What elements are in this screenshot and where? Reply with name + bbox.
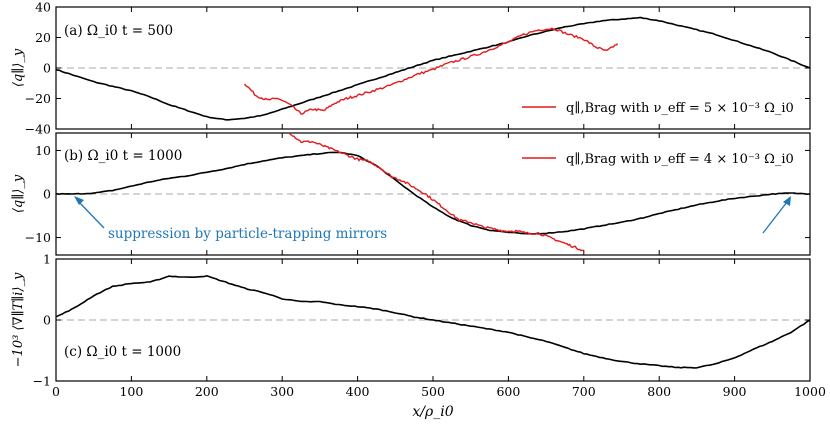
panel-a: −40 −20 0 20 40 [25, 0, 811, 137]
panel-a-legend: q∥,Brag with ν_eff = 5 × 10⁻³ Ω_i0 [522, 101, 794, 116]
y-tick-label: −1 [33, 374, 51, 389]
y-tick-label: 0 [43, 61, 51, 76]
panel-c-ylabel: −10³ ⟨∇∥T∥i⟩_y [11, 272, 26, 367]
series-measured-line [55, 16, 811, 121]
panel-b-annotation: (b) Ω_i0 t = 1000 [64, 148, 182, 164]
y-tick-label: −20 [25, 91, 51, 106]
x-axis-label: x/ρ_i0 [412, 404, 453, 420]
series-measured-line [55, 274, 811, 369]
panel-a-annotation: (a) Ω_i0 t = 500 [64, 23, 173, 39]
panel-b: −10 0 10 [25, 133, 811, 255]
x-tick-label: 700 [572, 384, 596, 399]
panel-b-legend-label: q∥,Brag with ν_eff = 4 × 10⁻³ Ω_i0 [566, 152, 794, 167]
panel-a-ylabel: ⟨q∥⟩_y [11, 48, 26, 87]
suppression-note-text: suppression by particle-trapping mirrors [108, 226, 387, 242]
right-arrow-head [783, 196, 791, 206]
y-tick-label: 20 [35, 30, 51, 45]
series-braginskii-line [289, 133, 584, 252]
x-tick-label: 400 [346, 384, 370, 399]
x-tick-label: 500 [421, 384, 445, 399]
right-arrow-shaft [762, 201, 788, 234]
left-arrow-head [74, 196, 84, 205]
x-tick-label: 1000 [794, 384, 826, 399]
panel-a-legend-label: q∥,Brag with ν_eff = 5 × 10⁻³ Ω_i0 [566, 101, 794, 116]
y-tick-label: −40 [25, 122, 51, 137]
series-braginskii-line [243, 27, 619, 115]
y-tick-label: 10 [35, 143, 51, 158]
x-tick-label: 300 [270, 384, 294, 399]
panel-b-legend: q∥,Brag with ν_eff = 4 × 10⁻³ Ω_i0 [522, 152, 794, 167]
y-tick-label: 1 [43, 252, 51, 267]
suppression-note: suppression by particle-trapping mirrors [74, 196, 791, 242]
left-arrow-shaft [77, 200, 105, 229]
x-tick-label: 800 [647, 384, 671, 399]
y-tick-label: 40 [35, 0, 51, 15]
x-tick-label: 200 [195, 384, 219, 399]
y-tick-label: 0 [43, 313, 51, 328]
y-tick-label: 0 [43, 187, 51, 202]
panel-c-annotation: (c) Ω_i0 t = 1000 [64, 344, 181, 360]
x-tick-label: 600 [496, 384, 520, 399]
x-tick-label: 0 [52, 384, 60, 399]
panel-b-ylabel: ⟨q∥⟩_y [11, 174, 26, 213]
x-tick-label: 100 [119, 384, 143, 399]
y-tick-label: −10 [25, 230, 51, 245]
x-tick-label: 900 [723, 384, 747, 399]
series-measured-line [55, 151, 811, 235]
